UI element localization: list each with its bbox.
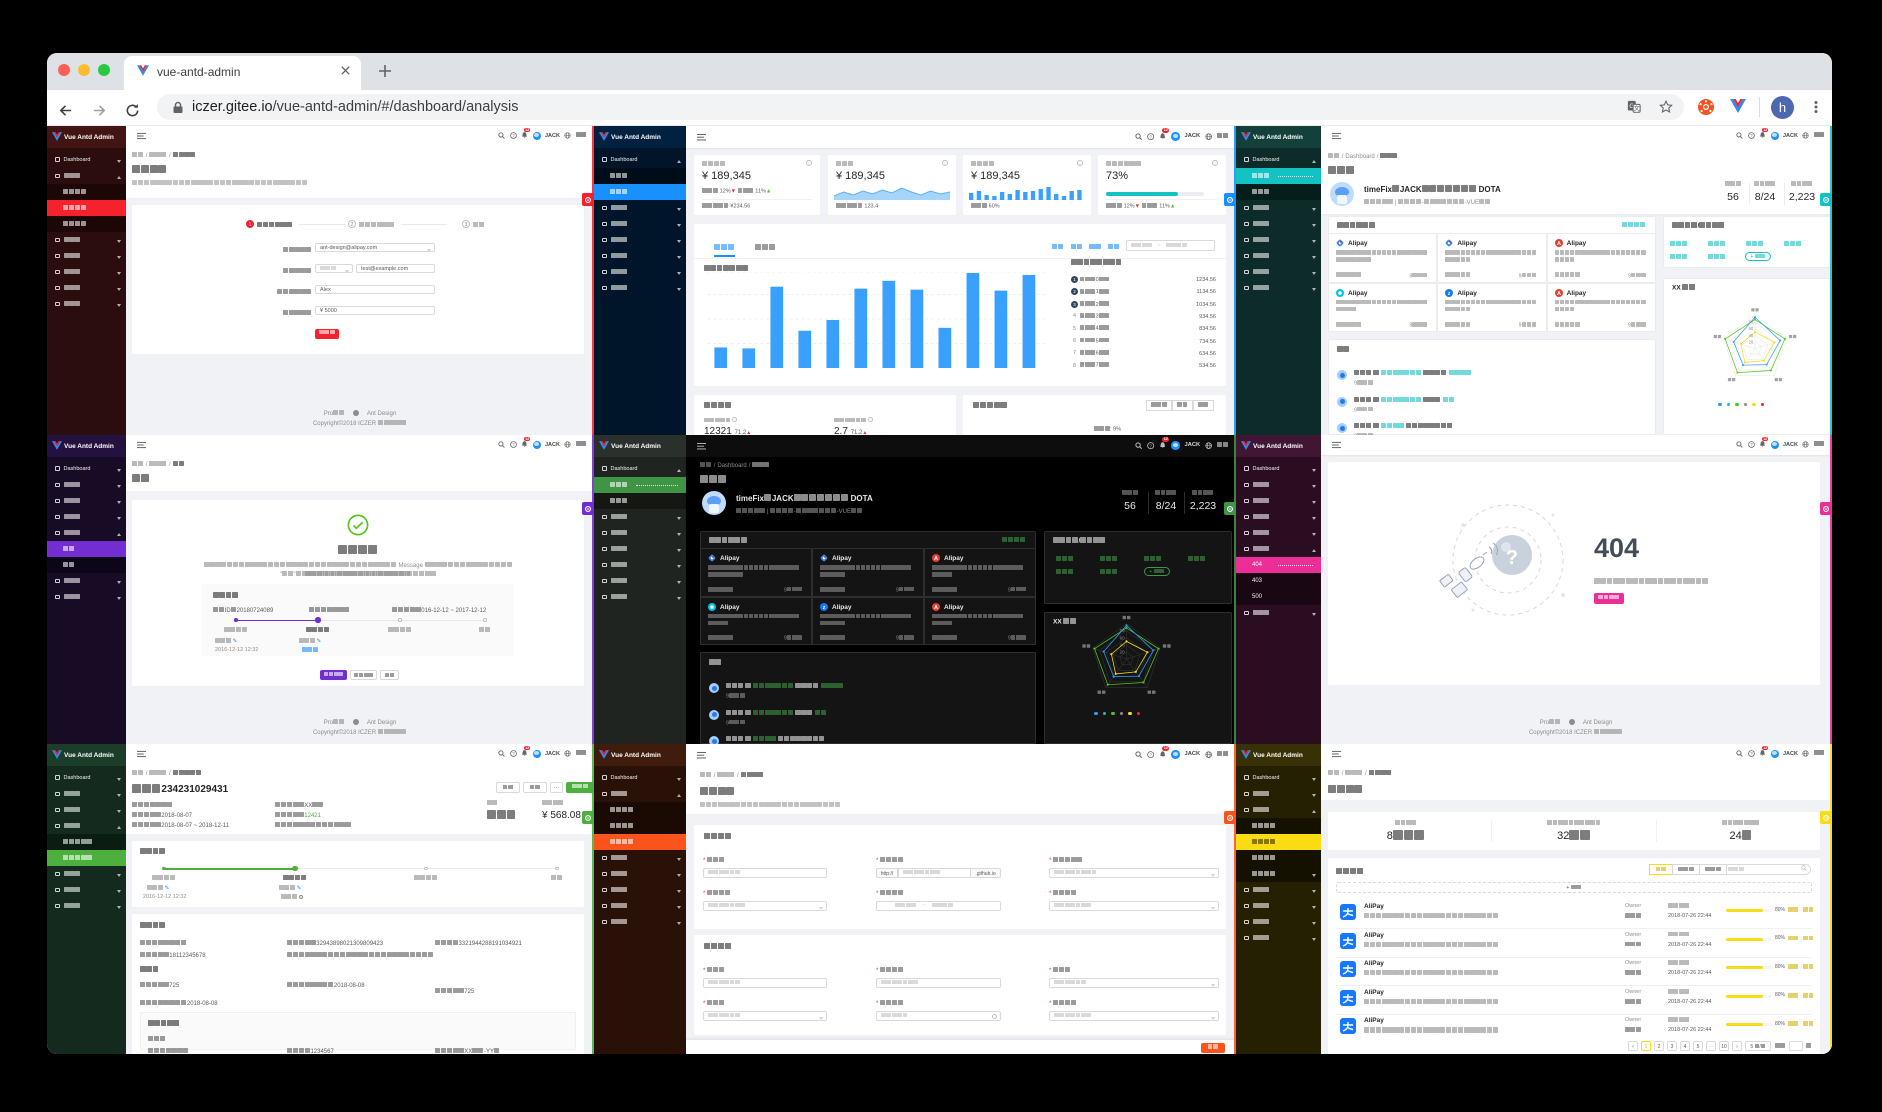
svg-text:?: ? bbox=[512, 442, 515, 447]
svg-text:?: ? bbox=[1750, 442, 1753, 447]
svg-text:?: ? bbox=[1750, 751, 1753, 756]
svg-text:?: ? bbox=[1150, 443, 1153, 448]
svg-text:?: ? bbox=[1506, 547, 1518, 569]
svg-text:A: A bbox=[934, 604, 938, 610]
svg-text:60: 60 bbox=[1749, 326, 1754, 331]
svg-text:40: 40 bbox=[1120, 642, 1125, 647]
svg-text:?: ? bbox=[512, 751, 515, 756]
svg-text:80: 80 bbox=[1120, 628, 1125, 633]
svg-text:z: z bbox=[823, 604, 826, 610]
svg-text:20: 20 bbox=[1120, 649, 1125, 654]
svg-text:60: 60 bbox=[1120, 635, 1125, 640]
svg-text:文: 文 bbox=[1634, 105, 1640, 113]
svg-text:?: ? bbox=[1150, 134, 1153, 139]
svg-text:z: z bbox=[1448, 290, 1451, 296]
svg-text:40: 40 bbox=[1749, 333, 1754, 338]
svg-text:20: 20 bbox=[1749, 339, 1754, 344]
svg-text:80: 80 bbox=[1749, 320, 1754, 325]
svg-text:A: A bbox=[1557, 290, 1561, 296]
svg-text:A: A bbox=[934, 556, 938, 562]
svg-text:?: ? bbox=[512, 133, 515, 138]
svg-text:G: G bbox=[1629, 103, 1634, 110]
svg-text:?: ? bbox=[1150, 752, 1153, 757]
svg-text:A: A bbox=[1557, 241, 1561, 247]
svg-text:?: ? bbox=[1750, 133, 1753, 138]
